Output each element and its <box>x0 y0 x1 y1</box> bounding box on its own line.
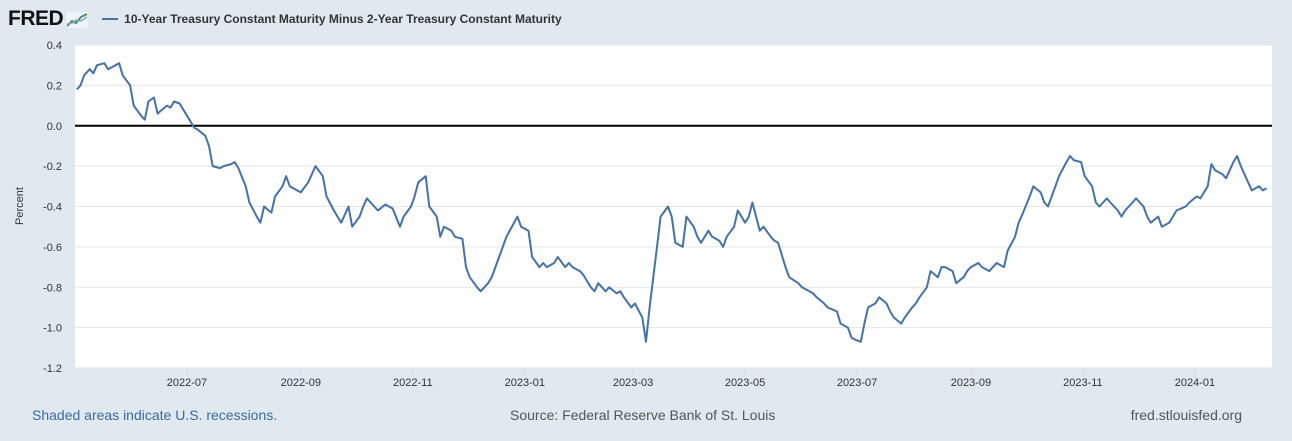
fred-logo-graph-icon <box>66 12 89 28</box>
y-tick-label: -0.8 <box>43 282 62 294</box>
series-lines <box>76 62 1267 343</box>
y-axis-label: Percent <box>14 187 26 225</box>
y-tick-label: -1.2 <box>43 363 62 375</box>
chart-header: FRED 10-Year Treasury Constant Maturity … <box>8 6 562 32</box>
source-text: Source: Federal Reserve Bank of St. Loui… <box>510 407 776 423</box>
y-tick-label: 0.0 <box>47 121 62 133</box>
chart-footer: Shaded areas indicate U.S. recessions. S… <box>0 405 1292 427</box>
x-tick-label: 2023-09 <box>951 377 991 389</box>
series-line-0[interactable] <box>76 62 1267 343</box>
x-tick-label: 2022-09 <box>281 377 321 389</box>
chart-area: 0.4 0.2 0.0 -0.2 -0.4 -0.6 -0.8 -1.0 -1.2 2022-0… <box>0 0 1292 400</box>
site-text: fred.stlouisfed.org <box>1130 407 1242 423</box>
x-tick-label: 2024-01 <box>1175 377 1215 389</box>
y-axis-ticks: 0.4 0.2 0.0 -0.2 -0.4 -0.6 -0.8 -1.0 -1.2 <box>43 40 62 375</box>
y-tick-label: 0.4 <box>47 40 62 52</box>
y-tick-label: -0.4 <box>43 202 62 214</box>
recession-note-link[interactable]: Shaded areas indicate U.S. recessions. <box>32 407 278 423</box>
y-tick-label: -0.2 <box>43 161 62 173</box>
y-tick-label: 0.2 <box>47 80 62 92</box>
x-tick-label: 2023-03 <box>613 377 653 389</box>
x-tick-label: 2023-05 <box>725 377 765 389</box>
legend-series-label: 10-Year Treasury Constant Maturity Minus… <box>124 12 562 26</box>
x-tick-label: 2023-07 <box>837 377 877 389</box>
x-tick-label: 2022-07 <box>167 377 207 389</box>
line-chart[interactable]: 0.4 0.2 0.0 -0.2 -0.4 -0.6 -0.8 -1.0 -1.2 2022-0… <box>0 0 1292 400</box>
x-tick-label: 2022-11 <box>393 377 433 389</box>
x-tick-label: 2023-11 <box>1063 377 1103 389</box>
x-tick-label: 2023-01 <box>505 377 545 389</box>
x-axis-ticks: 2022-07 2022-09 2022-11 2023-01 2023-03 2023-… <box>167 368 1215 389</box>
legend-line-icon <box>102 18 119 20</box>
y-tick-label: -0.6 <box>43 242 62 254</box>
y-tick-label: -1.0 <box>43 323 62 335</box>
fred-logo[interactable]: FRED <box>8 7 64 30</box>
